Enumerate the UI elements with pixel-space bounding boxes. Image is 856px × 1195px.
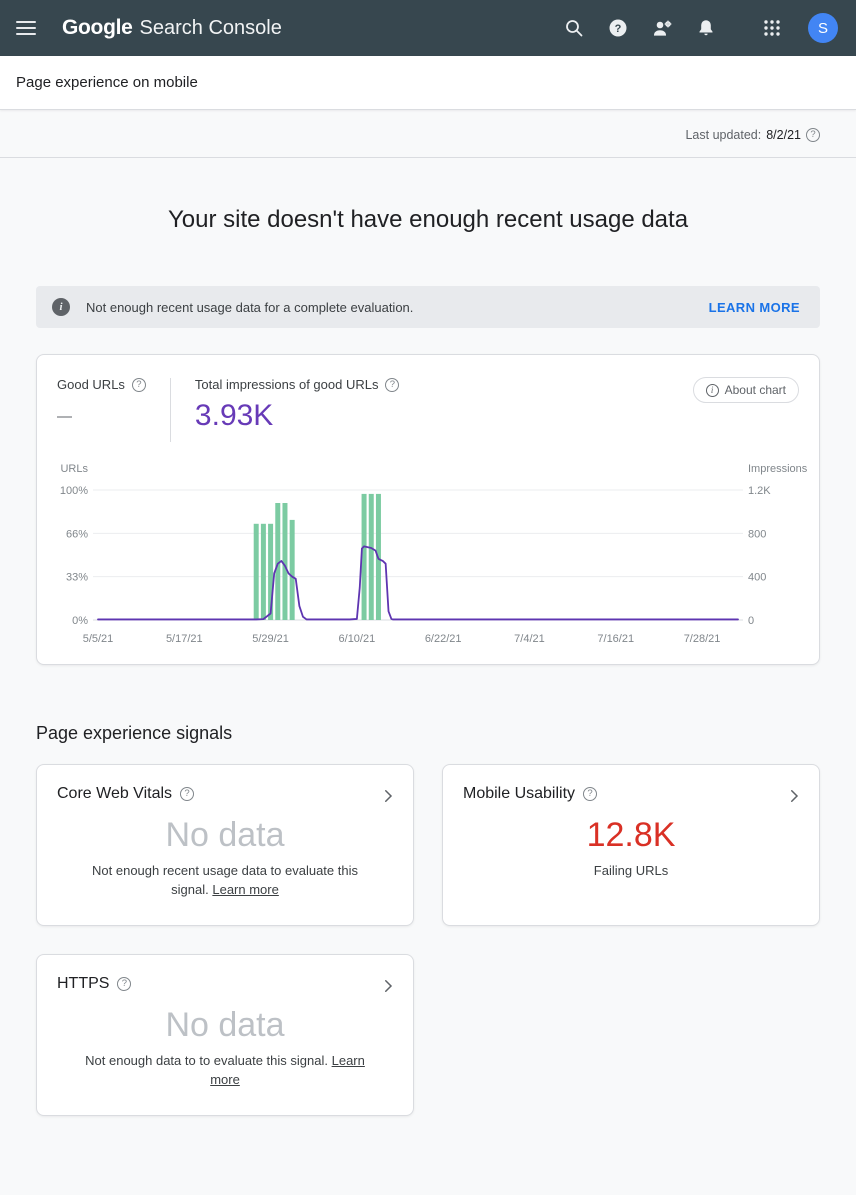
svg-text:7/28/21: 7/28/21	[684, 633, 721, 645]
banner-message: Not enough recent usage data for a compl…	[86, 299, 414, 315]
good-urls-value: —	[57, 408, 72, 425]
chart-area: 100% 1.2K 66% 800 33% 400 0% 0 URLs Impressions 5/…	[37, 442, 819, 664]
hamburger-menu-icon[interactable]	[16, 21, 36, 35]
notifications-bell-icon[interactable]	[694, 16, 718, 40]
chart-card-header: Good URLs ? — Total impressions of good …	[37, 355, 819, 442]
card-value: No data	[165, 1006, 285, 1044]
learn-more-link[interactable]: Learn more	[212, 882, 279, 898]
learn-more-link[interactable]: LEARN MORE	[708, 299, 800, 315]
svg-text:66%: 66%	[66, 528, 88, 540]
apps-grid-icon[interactable]	[760, 16, 784, 40]
good-urls-stat: Good URLs ? —	[57, 377, 146, 442]
last-updated-label: Last updated:	[685, 128, 762, 142]
user-avatar[interactable]: S	[808, 13, 838, 43]
last-updated-row: Last updated: 8/2/21 ?	[0, 110, 856, 158]
svg-text:5/5/21: 5/5/21	[83, 633, 114, 645]
signal-cards-grid: Core Web Vitals ? No data Not enough rec…	[36, 764, 820, 1116]
https-card[interactable]: HTTPS ? No data Not enough data to to ev…	[36, 954, 414, 1116]
info-banner: i Not enough recent usage data for a com…	[36, 286, 820, 328]
search-icon[interactable]	[562, 16, 586, 40]
page-heading: Your site doesn't have enough recent usa…	[167, 206, 689, 233]
svg-text:URLs: URLs	[60, 463, 88, 475]
impressions-label: Total impressions of good URLs	[194, 377, 379, 392]
good-urls-label: Good URLs	[57, 377, 125, 392]
chevron-right-icon[interactable]	[377, 975, 399, 997]
card-description: Failing URLs	[593, 863, 669, 879]
svg-text:5/29/21: 5/29/21	[252, 633, 289, 645]
signals-heading: Page experience signals	[36, 723, 233, 743]
svg-text:800: 800	[748, 528, 766, 540]
page-title: Page experience on mobile	[16, 74, 198, 91]
good-urls-help-icon[interactable]: ?	[131, 377, 146, 392]
brand-google: Google	[62, 16, 133, 39]
breadcrumb-bar: Page experience on mobile	[0, 56, 856, 110]
svg-text:7/16/21: 7/16/21	[597, 633, 634, 645]
info-icon: i	[705, 383, 719, 397]
header-divider	[169, 378, 171, 442]
user-settings-icon[interactable]	[650, 16, 674, 40]
card-title: Mobile Usability	[463, 785, 576, 802]
brand-product: Search Console	[139, 17, 282, 39]
svg-text:100%: 100%	[60, 485, 88, 497]
about-chart-button[interactable]: i About chart	[692, 377, 799, 403]
last-updated-value: 8/2/21	[766, 128, 801, 142]
impressions-help-icon[interactable]: ?	[385, 377, 400, 392]
impressions-value: 3.93K	[194, 399, 274, 432]
help-icon[interactable]: ?	[583, 787, 598, 801]
svg-text:33%: 33%	[66, 572, 88, 584]
help-icon[interactable]: ?	[606, 16, 630, 40]
card-value: 12.8K	[586, 816, 676, 854]
svg-text:Impressions: Impressions	[748, 463, 808, 475]
topbar: Google Search Console ? S	[0, 0, 856, 56]
card-description: Not enough recent usage data to evaluate…	[92, 863, 358, 898]
topbar-actions: ? S	[562, 13, 838, 43]
impressions-stat: Total impressions of good URLs ? 3.93K	[195, 377, 400, 442]
card-description: Not enough data to to evaluate this sign…	[85, 1053, 328, 1069]
svg-text:6/22/21: 6/22/21	[425, 633, 462, 645]
svg-text:1.2K: 1.2K	[748, 485, 771, 497]
learn-more-link[interactable]: Learn more	[210, 1053, 365, 1088]
brand-logo: Google Search Console	[62, 16, 282, 40]
mobile-usability-card[interactable]: Mobile Usability ? 12.8K Failing URLs	[442, 764, 820, 926]
svg-text:7/4/21: 7/4/21	[514, 633, 545, 645]
svg-text:6/10/21: 6/10/21	[339, 633, 376, 645]
about-chart-label: About chart	[724, 383, 786, 397]
chart-card: Good URLs ? — Total impressions of good …	[36, 354, 820, 665]
svg-text:5/17/21: 5/17/21	[166, 633, 203, 645]
svg-text:0%: 0%	[72, 615, 88, 627]
card-value: No data	[165, 816, 285, 854]
help-icon[interactable]: ?	[117, 977, 132, 991]
core-web-vitals-card[interactable]: Core Web Vitals ? No data Not enough rec…	[36, 764, 414, 926]
info-icon: i	[52, 298, 70, 316]
svg-text:0: 0	[748, 615, 754, 627]
help-icon[interactable]: ?	[180, 787, 195, 801]
chevron-right-icon[interactable]	[377, 785, 399, 807]
svg-text:400: 400	[748, 572, 766, 584]
card-title: HTTPS	[57, 975, 110, 992]
combo-chart: 100% 1.2K 66% 800 33% 400 0% 0 URLs Impressions 5/…	[60, 463, 808, 645]
svg-text:?: ?	[615, 23, 622, 35]
last-updated-help-icon[interactable]: ?	[806, 128, 820, 142]
card-title: Core Web Vitals	[57, 785, 173, 802]
chevron-right-icon[interactable]	[783, 785, 805, 807]
